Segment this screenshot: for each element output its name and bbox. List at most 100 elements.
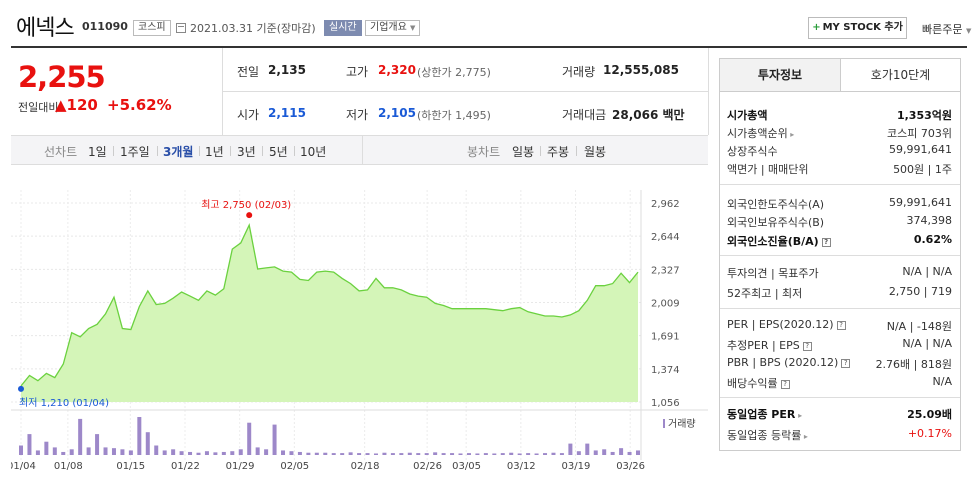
quick-order-dropdown[interactable]: 빠른주문 ▼: [922, 21, 971, 37]
period-1y[interactable]: 1년: [205, 145, 224, 159]
volume-bar: [247, 422, 252, 455]
separator: [230, 146, 231, 156]
section-divider: [720, 397, 960, 398]
header-divider: [11, 46, 967, 48]
high-value: 2,320: [378, 63, 416, 77]
help-icon[interactable]: ?: [821, 238, 831, 247]
period-5y[interactable]: 5년: [269, 145, 288, 159]
info-row-value: N/A | N/A: [902, 265, 952, 278]
volume-bar: [145, 432, 150, 455]
info-row-label[interactable]: 배당수익률?: [727, 375, 790, 391]
volume-bar: [171, 449, 176, 455]
volume-bar: [128, 450, 133, 455]
help-icon[interactable]: ?: [841, 359, 851, 368]
info-row-label[interactable]: PBR | BPS (2020.12)?: [727, 356, 851, 369]
y-tick-label: 2,327: [651, 265, 680, 276]
info-row-label: 액면가 | 매매단위: [727, 161, 809, 177]
prev-close-value: 2,135: [268, 63, 306, 77]
info-row-label[interactable]: PER | EPS(2020.12)?: [727, 318, 846, 331]
tab-orderbook[interactable]: 호가10단계: [840, 59, 960, 92]
volume-bar: [407, 452, 412, 455]
candle-daily[interactable]: 일봉: [512, 145, 535, 159]
low-label: 저가: [346, 108, 369, 122]
info-label-text: 외국인소진율(B/A): [727, 235, 819, 248]
info-row-value: 1,353억원: [896, 109, 952, 122]
period-3m[interactable]: 3개월: [163, 145, 194, 159]
section-divider: [720, 255, 960, 256]
volume-bar: [196, 452, 201, 455]
divider: [222, 91, 708, 92]
separator: [540, 146, 541, 156]
period-3y[interactable]: 3년: [237, 145, 256, 159]
volume-bar: [424, 453, 429, 455]
volume-bar: [35, 450, 40, 455]
volume-bar: [78, 418, 83, 455]
low-label: 최저 1,210 (01/04): [19, 397, 109, 409]
info-label-text: 추정PER | EPS: [727, 339, 800, 352]
period-1d[interactable]: 1일: [88, 145, 107, 159]
volume-bar: [534, 453, 539, 455]
volume-bar: [450, 453, 455, 455]
volume-bar: [331, 453, 336, 455]
volume-bar: [348, 452, 353, 455]
volume-bar: [483, 453, 488, 455]
candle-monthly[interactable]: 월봉: [584, 145, 607, 159]
my-stock-add-button[interactable]: + MY STOCK 추가: [808, 17, 907, 39]
price-area: [21, 225, 638, 402]
tab-investment-info[interactable]: 투자정보: [720, 59, 840, 92]
volume-bar: [213, 452, 218, 455]
company-info-dropdown[interactable]: 기업개요 ▼: [365, 20, 421, 36]
info-row-value: N/A | -148원: [886, 320, 952, 333]
high-label: 최고 2,750 (02/03): [201, 199, 291, 211]
chevron-right-icon: ▸: [801, 432, 808, 441]
help-icon[interactable]: ?: [802, 342, 812, 351]
volume-bar: [289, 451, 294, 455]
separator: [262, 146, 263, 156]
info-row-label: 상장주식수: [727, 143, 778, 159]
volume-bar: [627, 451, 632, 455]
info-row-label[interactable]: 동일업종 PER ▸: [727, 406, 802, 422]
candle-weekly[interactable]: 주봉: [547, 145, 570, 159]
volume-bar: [162, 450, 167, 455]
info-row-label[interactable]: 동일업종 등락률 ▸: [727, 427, 808, 443]
info-label-text: 배당수익률: [727, 377, 778, 390]
help-icon[interactable]: ?: [780, 380, 790, 389]
my-stock-label: MY STOCK 추가: [822, 22, 903, 33]
info-row-label[interactable]: 외국인소진율(B/A)?: [727, 233, 831, 249]
volume-bar: [111, 448, 116, 455]
change-percent: +5.62%: [107, 96, 172, 114]
info-row-label[interactable]: 추정PER | EPS?: [727, 337, 812, 353]
info-label-text: 투자의견 | 목표주가: [727, 267, 819, 280]
volume-bar: [103, 447, 108, 455]
price-chart[interactable]: 2,962 2,644 2,327 2,009 1,691 1,374 1,056 01/04…: [11, 170, 708, 475]
info-row-label: 시가총액: [727, 107, 767, 123]
period-1w[interactable]: 1주일: [120, 145, 150, 159]
volume-bar: [230, 451, 235, 455]
x-tick-label: 02/05: [280, 461, 309, 472]
volume-bar: [475, 453, 480, 455]
volume-label: 거래량: [562, 65, 596, 79]
amount-value: 28,066 백만: [612, 108, 685, 122]
volume-bar: [281, 450, 286, 455]
info-row-value: 500원 | 1주: [893, 163, 952, 176]
price-line: [20, 223, 639, 387]
volume-bar: [221, 451, 226, 455]
realtime-button[interactable]: 실시간: [324, 20, 362, 36]
volume-bar: [526, 453, 531, 455]
info-label-text: 시가총액순위: [727, 127, 788, 140]
volume-bar: [585, 443, 590, 455]
y-tick-label: 1,691: [651, 332, 680, 343]
info-label-text: PBR | BPS (2020.12): [727, 356, 839, 369]
info-row-value: N/A: [932, 375, 952, 388]
volume-bar: [619, 448, 624, 455]
volume-bar: [340, 453, 345, 455]
x-tick-label: 01/22: [171, 461, 200, 472]
period-10y[interactable]: 10년: [300, 145, 327, 159]
x-tick-label: 01/15: [116, 461, 145, 472]
calendar-icon: [176, 23, 186, 33]
volume-bar: [517, 453, 522, 455]
volume-legend-swatch: [663, 419, 665, 428]
help-icon[interactable]: ?: [836, 321, 846, 330]
lower-limit: (하한가 1,495): [417, 109, 491, 122]
info-row-label[interactable]: 시가총액순위 ▸: [727, 125, 794, 141]
